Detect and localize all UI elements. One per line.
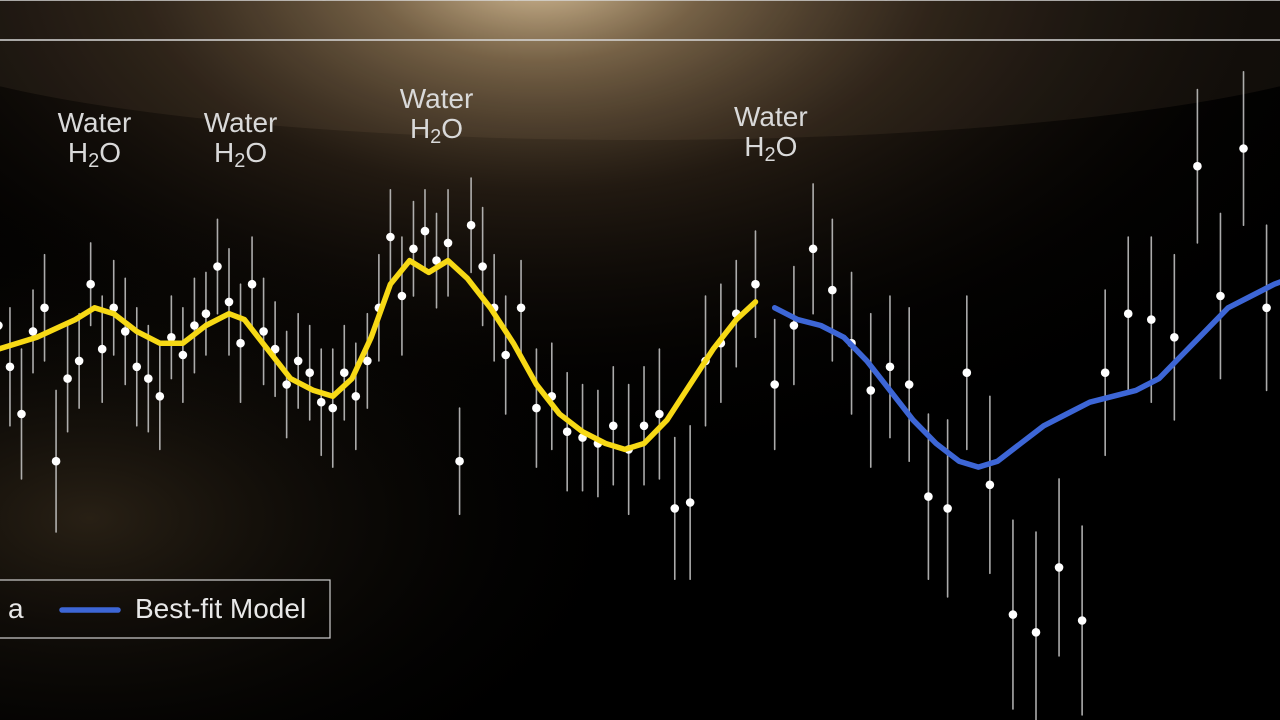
data-point <box>63 374 72 383</box>
data-point <box>809 245 818 254</box>
data-point <box>886 363 895 372</box>
chart-svg: WaterH2OWaterH2OWaterH2OWaterH2OaBest-fi… <box>0 0 1280 720</box>
data-point <box>455 457 464 466</box>
data-point <box>386 233 395 242</box>
data-point <box>132 363 141 372</box>
data-point <box>1101 368 1110 377</box>
data-point <box>478 262 487 271</box>
data-point <box>259 327 268 336</box>
data-point <box>248 280 257 289</box>
annotation-water-2: Water <box>400 83 474 114</box>
data-point <box>225 298 234 307</box>
data-point <box>655 410 664 419</box>
data-point <box>156 392 165 401</box>
x-tick-label: 1.75 <box>665 0 716 6</box>
data-point <box>1055 563 1064 572</box>
x-tick-label: 1.50 <box>473 0 524 6</box>
data-point <box>86 280 95 289</box>
data-point <box>6 363 15 372</box>
data-point <box>770 380 779 389</box>
data-point <box>294 357 303 366</box>
data-point <box>963 368 972 377</box>
data-point <box>213 262 222 271</box>
data-point <box>640 422 649 431</box>
x-tick-label: 1.00 <box>88 0 139 6</box>
x-tick-label: 1.25 <box>281 0 332 6</box>
data-point <box>828 286 837 295</box>
data-point <box>75 357 84 366</box>
legend-label: Best-fit Model <box>135 593 306 624</box>
data-point <box>236 339 245 348</box>
data-point <box>1170 333 1179 342</box>
data-point <box>421 227 430 236</box>
data-point <box>328 404 337 413</box>
data-point <box>467 221 476 230</box>
data-point <box>340 368 349 377</box>
data-point <box>1239 144 1248 153</box>
x-tick-label: 2.25 <box>1049 0 1100 6</box>
data-point <box>1216 292 1225 301</box>
data-point <box>905 380 914 389</box>
data-point <box>29 327 38 336</box>
data-point <box>305 368 314 377</box>
data-point <box>943 504 952 513</box>
data-point <box>1032 628 1041 637</box>
annotation-water-3: Water <box>734 101 808 132</box>
data-point <box>532 404 541 413</box>
data-point <box>501 351 510 360</box>
data-point <box>17 410 26 419</box>
data-point <box>40 304 49 313</box>
data-point <box>866 386 875 395</box>
data-point <box>1147 315 1156 324</box>
data-point <box>751 280 760 289</box>
x-tick-label: 2.5 <box>1248 0 1280 6</box>
data-point <box>444 239 453 248</box>
data-point <box>167 333 176 342</box>
annotation-water-0: Water <box>58 107 132 138</box>
spectrum-chart: WaterH2OWaterH2OWaterH2OWaterH2OaBest-fi… <box>0 0 1280 720</box>
data-point <box>409 245 418 254</box>
data-point <box>1193 162 1202 171</box>
x-tick-label: 2.00 <box>857 0 908 6</box>
data-point <box>1124 309 1133 318</box>
data-point <box>1262 304 1271 313</box>
data-point <box>924 492 933 501</box>
data-point <box>52 457 61 466</box>
data-point <box>563 427 572 436</box>
data-point <box>986 481 995 490</box>
data-point <box>609 422 618 431</box>
data-point <box>517 304 526 313</box>
data-point <box>121 327 130 336</box>
annotation-water-1: Water <box>204 107 278 138</box>
data-point <box>352 392 361 401</box>
data-point <box>202 309 211 318</box>
data-point <box>98 345 107 354</box>
data-point <box>686 498 695 507</box>
data-point <box>190 321 199 330</box>
legend-label-clipped: a <box>8 593 24 624</box>
data-point <box>317 398 326 407</box>
data-point <box>1078 616 1087 625</box>
data-point <box>144 374 153 383</box>
data-point <box>1009 610 1018 619</box>
data-point <box>179 351 188 360</box>
data-point <box>282 380 291 389</box>
data-point <box>790 321 799 330</box>
data-point <box>398 292 407 301</box>
data-point <box>670 504 679 513</box>
